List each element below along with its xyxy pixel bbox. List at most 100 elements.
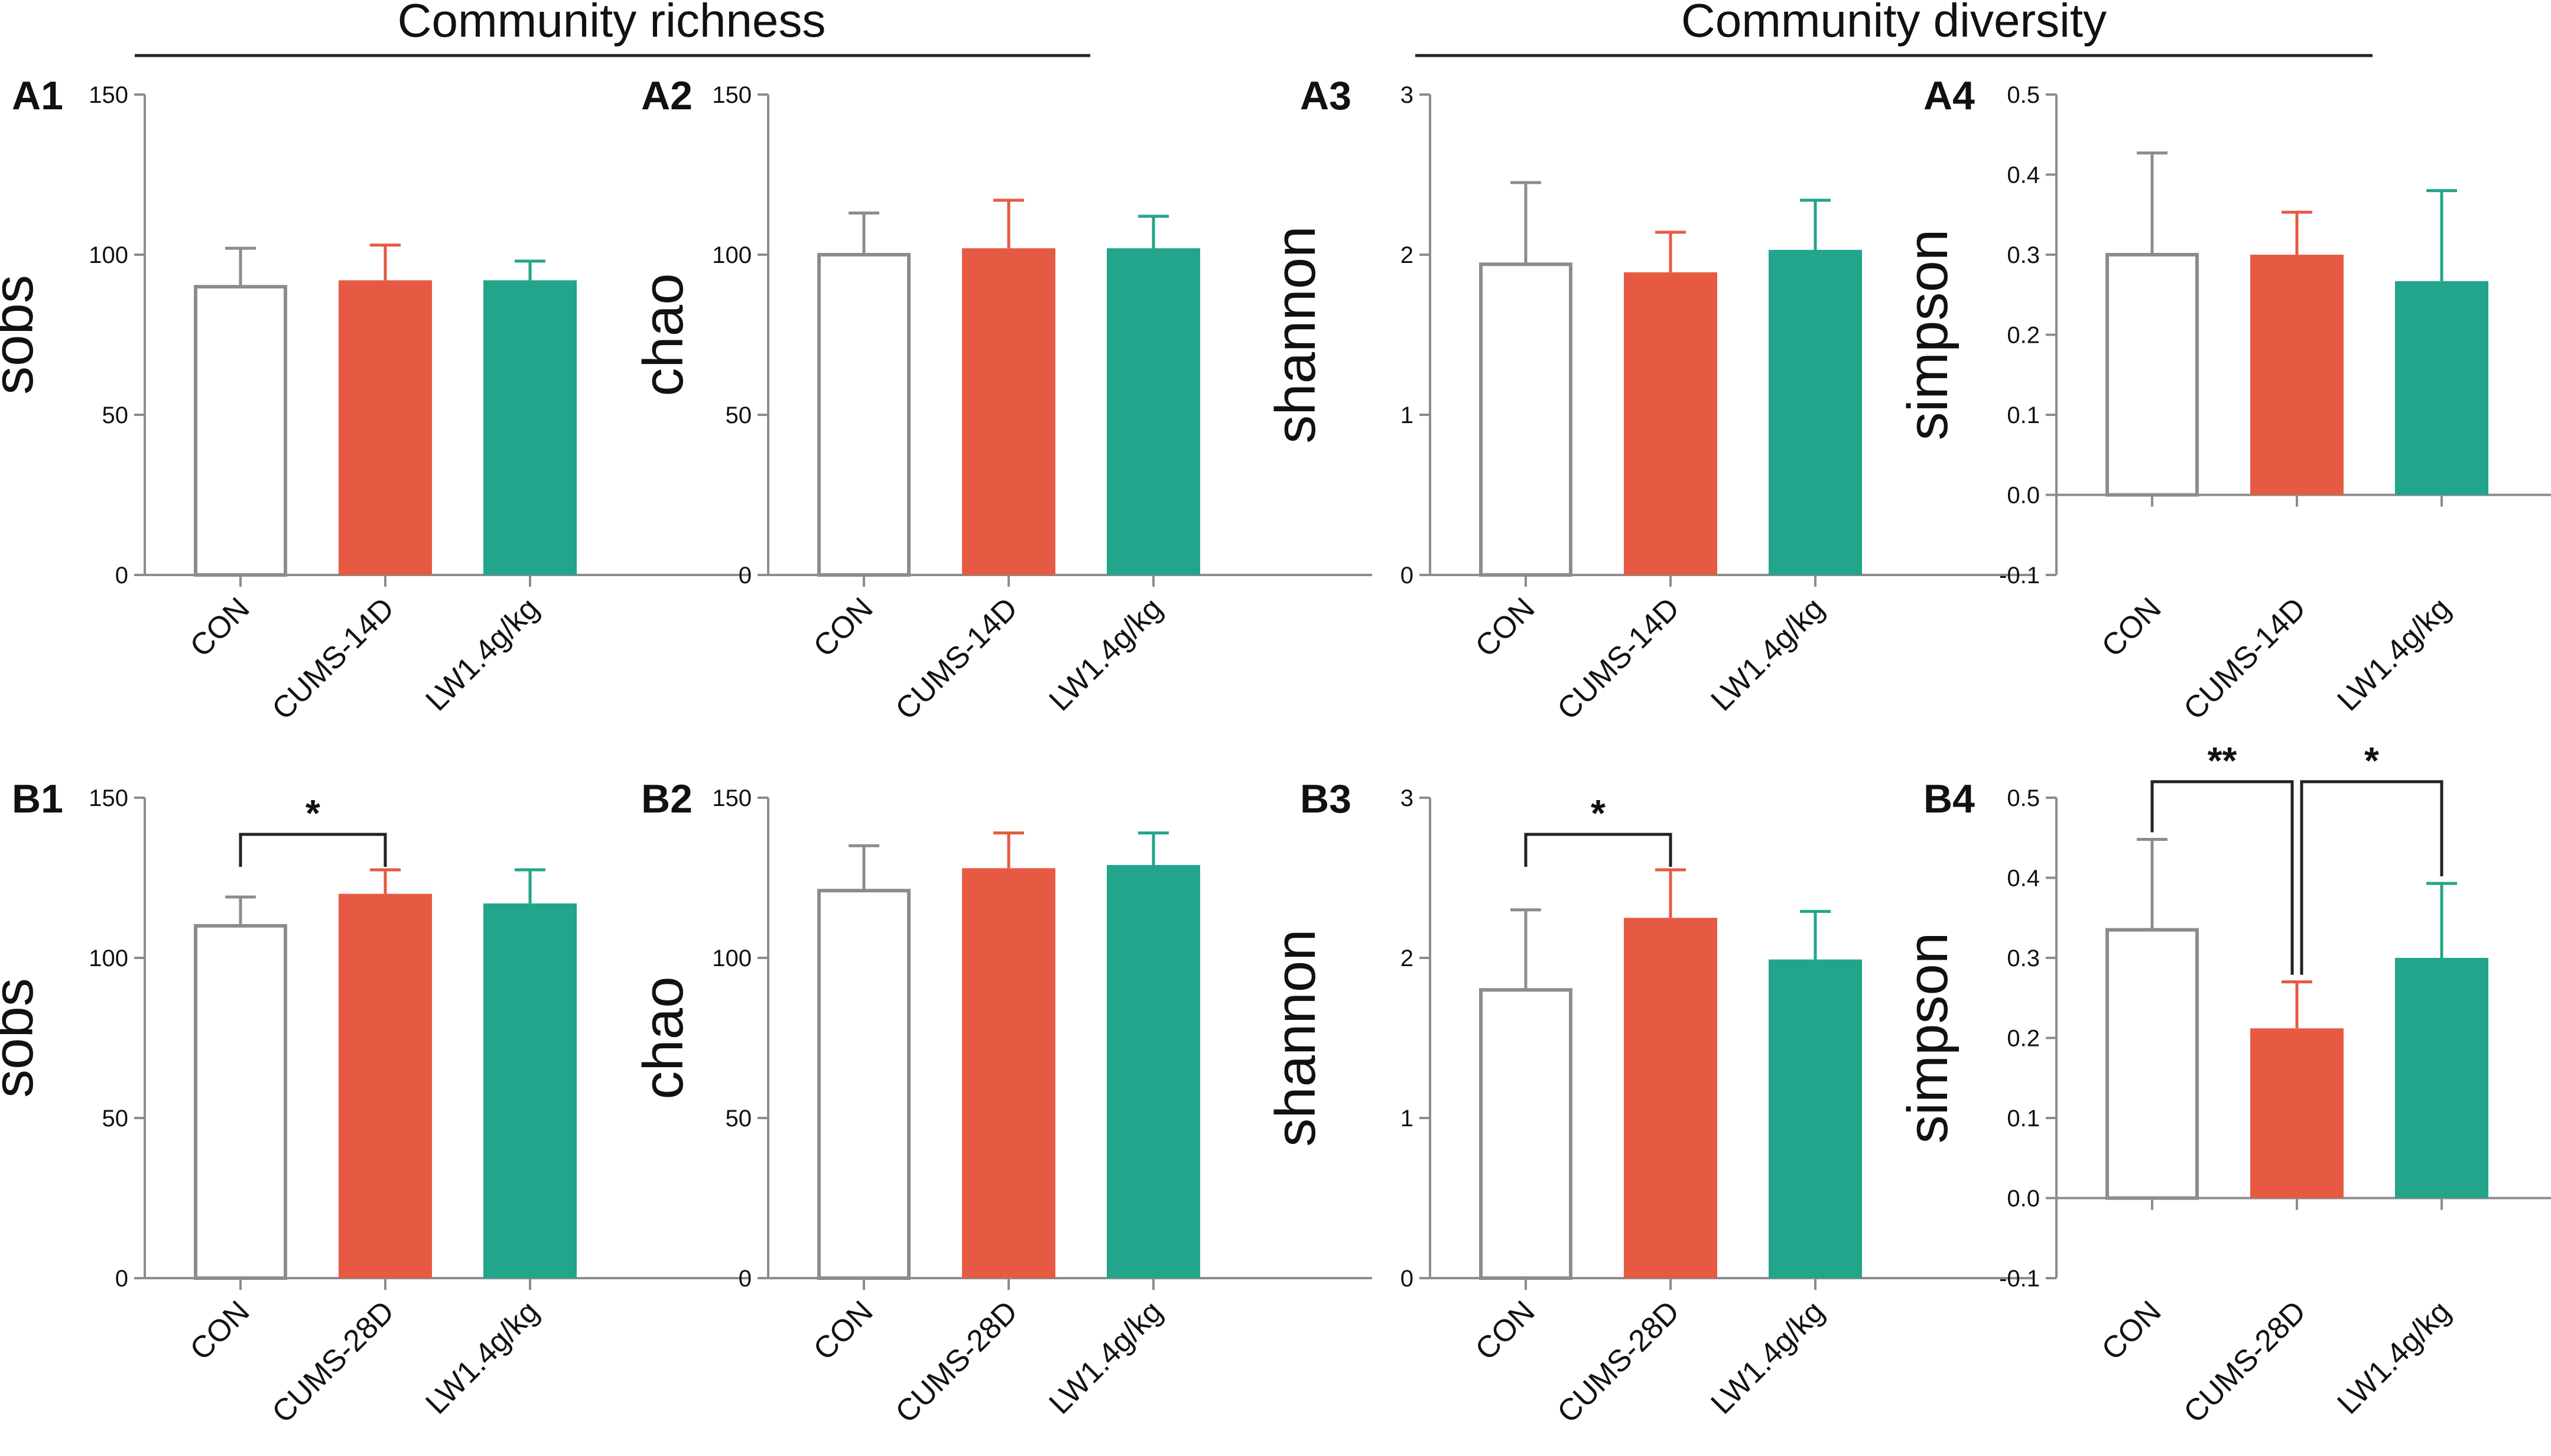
bar-a2-1 xyxy=(962,248,1055,575)
bar-a1-1 xyxy=(339,280,432,575)
y-tick-label-a1-2: 100 xyxy=(89,242,128,268)
category-label-b3-0: CON xyxy=(1469,1294,1542,1367)
y-tick-label-a1-1: 50 xyxy=(102,402,129,428)
category-label-a4-0: CON xyxy=(2095,591,2168,664)
bar-b1-1 xyxy=(339,893,432,1278)
bar-b2-0 xyxy=(817,889,911,1280)
category-label-a3-2: LW1.4g/kg xyxy=(1704,591,1831,717)
category-label-b1-0: CON xyxy=(184,1294,256,1367)
panel-label-b1: B1 xyxy=(12,776,63,821)
y-tick-label-b2-0: 0 xyxy=(739,1266,752,1292)
bar-b4-0 xyxy=(2105,928,2199,1200)
bar-a4-1 xyxy=(2250,255,2344,495)
significance-bracket-b3-0 xyxy=(1524,833,1672,867)
y-tick-label-b3-3: 3 xyxy=(1400,785,1413,811)
y-tick-label-a1-0: 0 xyxy=(115,563,128,589)
significance-bracket-b4-1 xyxy=(2300,780,2443,975)
bar-a2-2 xyxy=(1107,248,1200,575)
y-tick-label-a4-6: 0.5 xyxy=(2007,82,2040,108)
bar-a3-2 xyxy=(1769,249,1862,575)
significance-label-b4-0: ** xyxy=(2208,739,2237,782)
section-title-diversity: Community diversity xyxy=(1681,0,2107,47)
y-tick-label-a4-5: 0.4 xyxy=(2007,162,2040,188)
section-richness: Community richness xyxy=(135,0,1090,57)
category-label-a1-1: CUMS-14D xyxy=(266,591,401,726)
y-axis-title-a2: chao xyxy=(632,273,695,396)
category-label-a4-2: LW1.4g/kg xyxy=(2331,591,2457,717)
category-label-a4-1: CUMS-14D xyxy=(2178,591,2313,726)
section-title-richness: Community richness xyxy=(398,0,826,47)
bar-b1-2 xyxy=(483,903,577,1278)
y-tick-label-b4-5: 0.4 xyxy=(2007,866,2040,892)
y-tick-label-a3-3: 3 xyxy=(1400,82,1413,108)
category-label-b2-0: CON xyxy=(807,1294,880,1367)
bar-b4-1 xyxy=(2250,1028,2344,1198)
significance-label-b1-0: * xyxy=(306,792,320,834)
bar-a2-0 xyxy=(817,253,911,577)
panel-label-b3: B3 xyxy=(1300,776,1351,821)
y-tick-label-a4-1: 0.0 xyxy=(2007,483,2040,509)
category-label-b1-1: CUMS-28D xyxy=(266,1294,401,1429)
category-label-a2-1: CUMS-14D xyxy=(889,591,1025,726)
y-tick-label-b4-1: 0.0 xyxy=(2007,1186,2040,1212)
panel-label-b2: B2 xyxy=(641,776,693,821)
y-axis-title-a4: simpson xyxy=(1896,229,1959,440)
y-tick-label-a4-2: 0.1 xyxy=(2007,402,2040,428)
bar-a4-2 xyxy=(2395,281,2488,495)
y-tick-label-b4-4: 0.3 xyxy=(2007,945,2040,971)
section-diversity: Community diversity xyxy=(1415,0,2373,57)
significance-bracket-b1-0 xyxy=(239,833,387,867)
y-tick-label-b2-3: 150 xyxy=(712,785,752,811)
y-tick-label-a4-4: 0.3 xyxy=(2007,242,2040,268)
bar-b3-2 xyxy=(1769,959,1862,1278)
y-tick-label-a4-3: 0.2 xyxy=(2007,323,2040,349)
category-label-a1-2: LW1.4g/kg xyxy=(419,591,545,717)
category-label-b4-2: LW1.4g/kg xyxy=(2331,1294,2457,1421)
y-tick-label-b3-2: 2 xyxy=(1400,945,1413,971)
y-tick-label-b1-1: 50 xyxy=(102,1106,129,1132)
y-axis-title-b4: simpson xyxy=(1896,932,1959,1143)
y-axis-title-a1: sobs xyxy=(0,275,45,395)
category-label-b2-1: CUMS-28D xyxy=(889,1294,1025,1429)
y-tick-label-a3-1: 1 xyxy=(1400,402,1413,428)
bar-a4-0 xyxy=(2105,253,2199,497)
y-tick-label-a2-2: 100 xyxy=(712,242,752,268)
y-tick-label-b4-0: -0.1 xyxy=(1999,1266,2040,1292)
y-axis-title-a3: shannon xyxy=(1264,226,1327,443)
y-tick-label-b2-2: 100 xyxy=(712,945,752,971)
y-tick-label-a2-1: 50 xyxy=(726,402,752,428)
y-axis-title-b3: shannon xyxy=(1264,929,1327,1146)
y-tick-label-b3-1: 1 xyxy=(1400,1106,1413,1132)
panel-a4: A4 -0.1 0.0 0.1 0.2 0.3 0.4 0.5 simpson CON CUMS-1… xyxy=(1896,73,2551,726)
bar-a1-2 xyxy=(483,280,577,575)
significance-bracket-b4-0 xyxy=(2150,780,2294,975)
category-label-a3-1: CUMS-14D xyxy=(1551,591,1686,726)
category-label-b1-2: LW1.4g/kg xyxy=(419,1294,545,1421)
panel-label-a1: A1 xyxy=(12,73,63,118)
panel-label-a3: A3 xyxy=(1300,73,1351,118)
category-label-b3-1: CUMS-28D xyxy=(1551,1294,1686,1429)
y-tick-label-b4-2: 0.1 xyxy=(2007,1106,2040,1132)
panel-label-a4: A4 xyxy=(1923,73,1975,118)
y-tick-label-b2-1: 50 xyxy=(726,1106,752,1132)
y-tick-label-b1-0: 0 xyxy=(115,1266,128,1292)
significance-label-b4-1: * xyxy=(2364,739,2379,782)
y-tick-label-b1-2: 100 xyxy=(89,945,128,971)
y-tick-label-a2-0: 0 xyxy=(739,563,752,589)
y-tick-label-a3-0: 0 xyxy=(1400,563,1413,589)
y-tick-label-a1-3: 150 xyxy=(89,82,128,108)
category-label-a3-0: CON xyxy=(1469,591,1542,664)
significance-label-b3-0: * xyxy=(1591,792,1606,834)
panel-b1: B1 0 50 100 150 sobs CON CUMS-28D LW1.4g/kg * xyxy=(0,776,749,1429)
panel-b2: B2 0 50 100 150 chao CON CUMS-28D LW1.4g/kg xyxy=(632,776,1372,1429)
panel-a2: A2 0 50 100 150 chao CON CUMS-14D LW1.4g/kg xyxy=(632,73,1372,726)
bar-b2-2 xyxy=(1107,864,1200,1278)
bar-b4-2 xyxy=(2395,958,2488,1198)
panel-label-b4: B4 xyxy=(1923,776,1975,821)
bar-b2-1 xyxy=(962,868,1055,1278)
y-axis-title-b1: sobs xyxy=(0,978,45,1098)
y-axis-title-b2: chao xyxy=(632,976,695,1099)
bar-b3-1 xyxy=(1624,918,1717,1278)
